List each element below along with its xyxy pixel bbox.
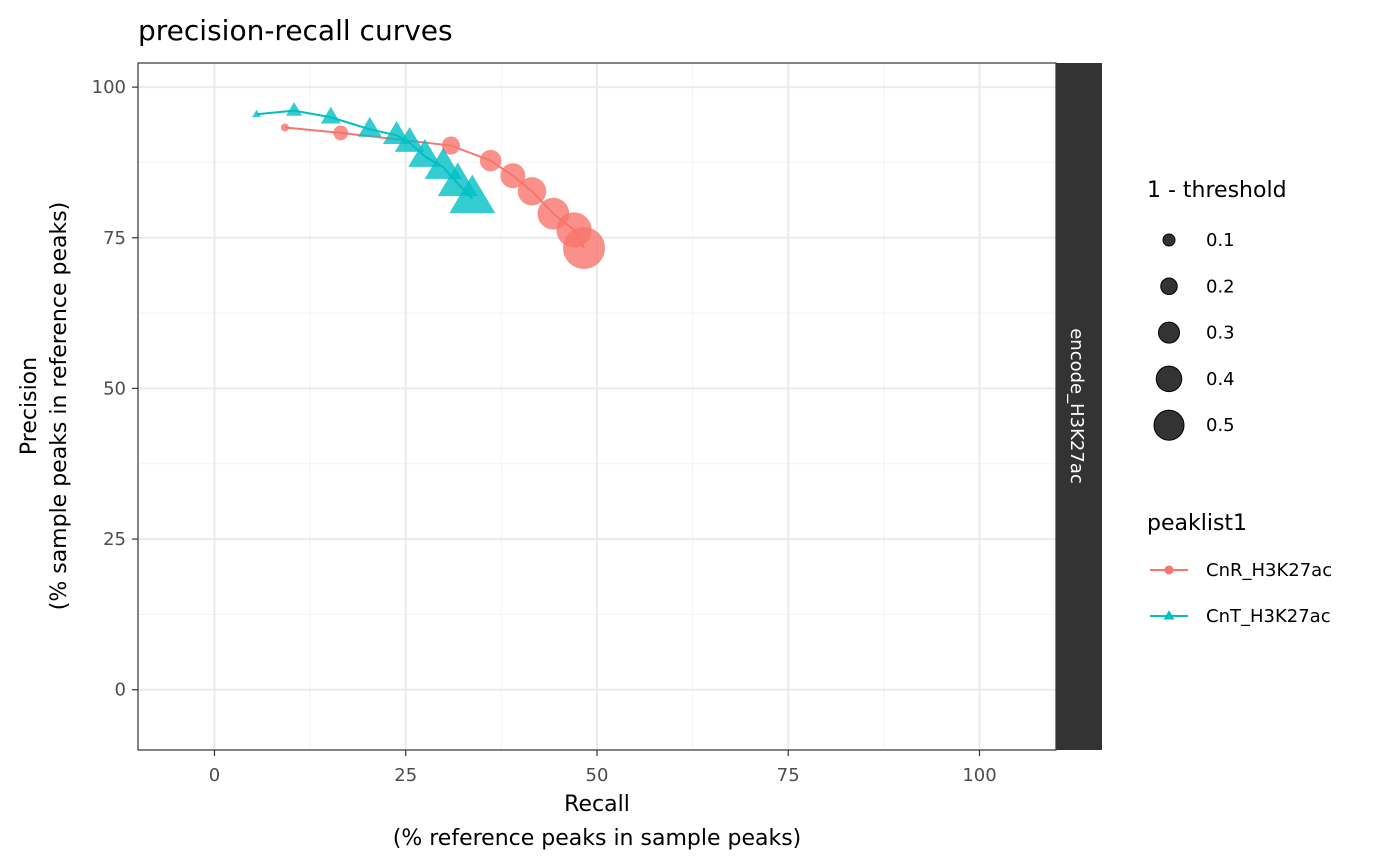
data-point-CnT_H3K27ac [320, 106, 341, 124]
size-legend-key [1160, 277, 1178, 296]
x-axis-subtitle: (% reference peaks in sample peaks) [393, 826, 802, 851]
data-point-CnR_H3K27ac [280, 123, 289, 132]
size-legend-key [1153, 409, 1185, 441]
x-tick-label: 75 [777, 765, 800, 786]
x-axis: 0 25 50 75 100 [209, 750, 997, 786]
color-legend-marker [1163, 610, 1175, 620]
data-point-CnT_H3K27ac [408, 138, 442, 167]
x-axis-title: Recall [564, 792, 630, 817]
chart-title: precision-recall curves [138, 14, 453, 47]
y-axis-subtitle: (% sample peaks in reference peaks) [47, 202, 72, 611]
size-legend-label: 0.5 [1206, 415, 1235, 436]
data-point-CnT_H3K27ac [449, 174, 496, 214]
data-point-CnR_H3K27ac [562, 227, 605, 270]
size-legend-key [1155, 365, 1183, 393]
color-legend: peaklist1 CnR_H3K27ac CnT_H3K27ac [1147, 511, 1332, 627]
x-tick-label: 25 [394, 765, 417, 786]
data-point-CnR_H3K27ac [479, 149, 502, 172]
data-point-CnR_H3K27ac [500, 163, 526, 189]
data-point-CnT_H3K27ac [424, 147, 462, 179]
y-tick-label: 50 [103, 378, 126, 399]
data-point-CnT_H3K27ac [394, 126, 425, 152]
color-legend-marker [1164, 565, 1174, 575]
x-tick-label: 50 [586, 765, 609, 786]
data-point-CnT_H3K27ac [252, 109, 261, 117]
data-point-CnR_H3K27ac [333, 125, 349, 141]
y-tick-label: 75 [103, 228, 126, 249]
series-points [252, 102, 605, 270]
facet-strip [1056, 63, 1102, 750]
size-legend-title: 1 - threshold [1147, 178, 1287, 203]
y-axis: 0 25 50 75 100 [92, 77, 138, 701]
size-legend: 1 - threshold 0.1 0.2 0.3 0.4 0.5 [1147, 178, 1287, 441]
y-tick-label: 0 [115, 680, 126, 701]
color-legend-items: CnR_H3K27ac CnT_H3K27ac [1150, 560, 1332, 627]
x-tick-label: 100 [962, 765, 996, 786]
x-tick-label: 0 [209, 765, 220, 786]
y-tick-label: 100 [92, 77, 126, 98]
size-legend-label: 0.2 [1206, 276, 1235, 297]
size-legend-label: 0.4 [1206, 369, 1235, 390]
y-axis-title: Precision [17, 357, 42, 455]
data-point-CnR_H3K27ac [517, 177, 547, 206]
size-legend-items: 0.1 0.2 0.3 0.4 0.5 [1153, 230, 1235, 441]
color-legend-label: CnT_H3K27ac [1206, 606, 1331, 627]
data-point-CnR_H3K27ac [441, 136, 460, 155]
size-legend-key [1158, 321, 1180, 344]
data-point-CnT_H3K27ac [285, 102, 303, 116]
facet-strip-label: encode_H3K27ac [1066, 328, 1087, 484]
color-legend-label: CnR_H3K27ac [1206, 560, 1332, 581]
data-point-CnT_H3K27ac [357, 116, 382, 137]
size-legend-label: 0.1 [1206, 230, 1235, 251]
color-legend-title: peaklist1 [1147, 511, 1247, 536]
size-legend-key [1162, 233, 1176, 247]
size-legend-label: 0.3 [1206, 323, 1235, 344]
y-tick-label: 25 [103, 529, 126, 550]
